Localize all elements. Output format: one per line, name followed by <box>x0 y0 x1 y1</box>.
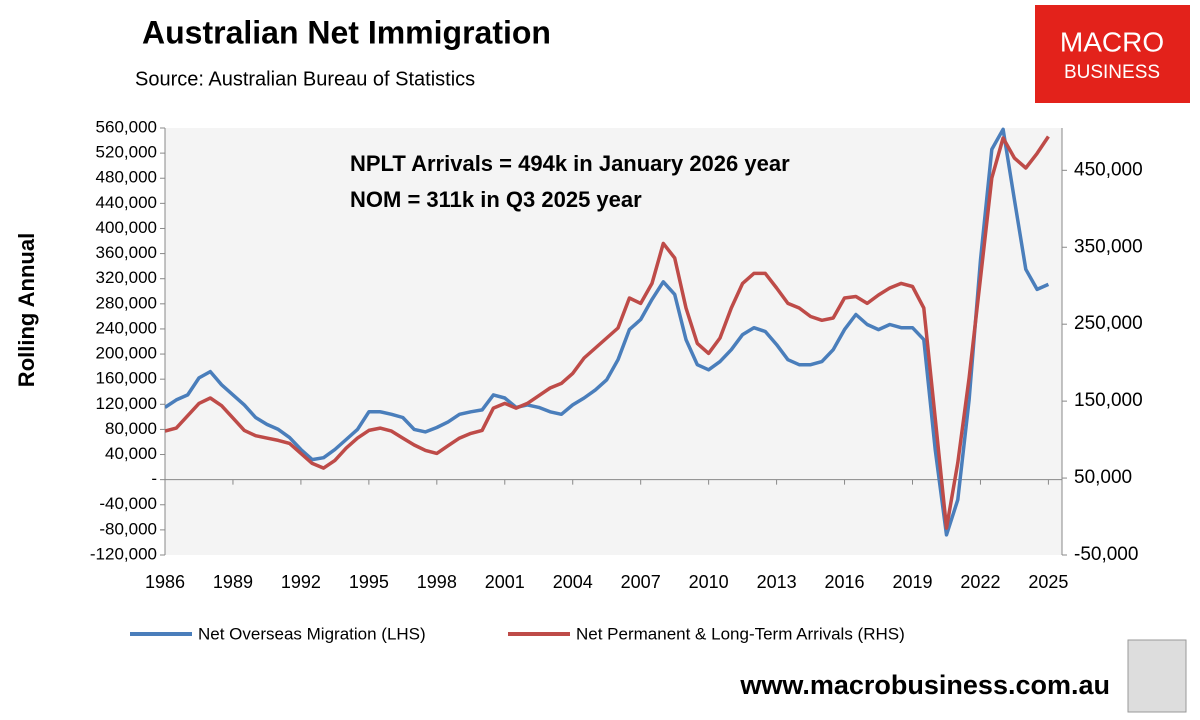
y-tick-label: - <box>151 469 157 488</box>
annotation: NPLT Arrivals = 494k in January 2026 yea… <box>350 151 790 176</box>
x-tick-label: 1998 <box>417 572 457 592</box>
y-tick-label: 520,000 <box>96 143 157 162</box>
footer-url: www.macrobusiness.com.au <box>739 670 1110 700</box>
chart-title: Australian Net Immigration <box>142 14 551 50</box>
plot-lines <box>165 127 1050 537</box>
y2-tick-label: 450,000 <box>1074 159 1143 180</box>
x-tick-label: 2025 <box>1028 572 1068 592</box>
logo-text: MACRO <box>1060 26 1164 57</box>
x-tick-label: 2019 <box>892 572 932 592</box>
x-tick-label: 2016 <box>825 572 865 592</box>
y-tick-label: 560,000 <box>96 117 157 136</box>
y-tick-label: 400,000 <box>96 218 157 237</box>
y-tick-label: 480,000 <box>96 168 157 187</box>
y2-tick-label: 150,000 <box>1074 390 1143 411</box>
y-tick-label: 80,000 <box>105 419 157 438</box>
x-tick-label: 2007 <box>621 572 661 592</box>
y-tick-label: 240,000 <box>96 318 157 337</box>
y-tick-label: 360,000 <box>96 243 157 262</box>
logo-box <box>1035 5 1190 103</box>
wolf-logo <box>1127 639 1187 713</box>
y-tick-label: 40,000 <box>105 444 157 463</box>
y-axis-label: Rolling Annual <box>14 233 39 387</box>
x-tick-label: 1995 <box>349 572 389 592</box>
series-line <box>165 135 1050 530</box>
y-tick-label: 440,000 <box>96 193 157 212</box>
x-tick-label: 1989 <box>213 572 253 592</box>
y-tick-label: 200,000 <box>96 344 157 363</box>
series-line <box>165 127 1050 537</box>
x-tick-label: 2010 <box>689 572 729 592</box>
legend-label: Net Permanent & Long-Term Arrivals (RHS) <box>576 624 905 643</box>
chart-subtitle: Source: Australian Bureau of Statistics <box>135 68 475 90</box>
y2-tick-label: 250,000 <box>1074 313 1143 334</box>
x-tick-label: 2001 <box>485 572 525 592</box>
y-tick-label: 320,000 <box>96 268 157 287</box>
y-tick-label: -40,000 <box>99 494 157 513</box>
legend-label: Net Overseas Migration (LHS) <box>198 624 426 643</box>
y2-tick-label: -50,000 <box>1074 544 1138 565</box>
x-tick-label: 2004 <box>553 572 593 592</box>
x-tick-label: 2013 <box>757 572 797 592</box>
logo-text: BUSINESS <box>1064 62 1160 83</box>
y-tick-label: -80,000 <box>99 519 157 538</box>
x-tick-label: 2022 <box>960 572 1000 592</box>
annotation: NOM = 311k in Q3 2025 year <box>350 187 642 212</box>
x-tick-label: 1992 <box>281 572 321 592</box>
y2-tick-label: 50,000 <box>1074 467 1132 488</box>
y-tick-label: 160,000 <box>96 369 157 388</box>
x-tick-label: 1986 <box>145 572 185 592</box>
y-tick-label: -120,000 <box>90 544 157 563</box>
y-tick-label: 120,000 <box>96 394 157 413</box>
y2-tick-label: 350,000 <box>1074 236 1143 257</box>
y-tick-label: 280,000 <box>96 293 157 312</box>
